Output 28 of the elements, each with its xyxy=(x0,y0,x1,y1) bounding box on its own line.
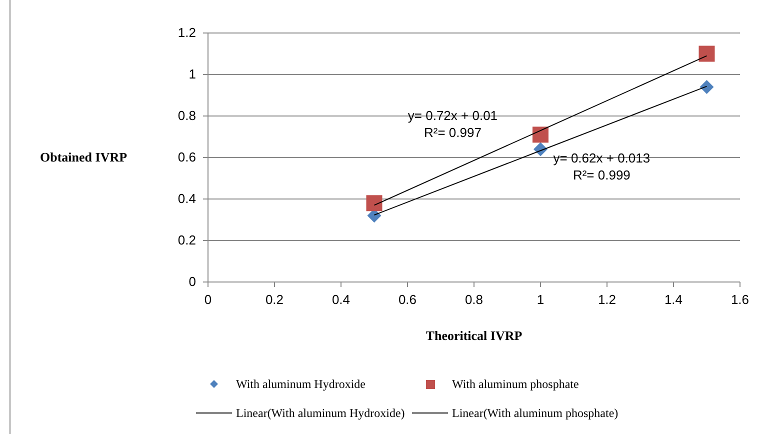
y-tick-label: 0.4 xyxy=(178,191,196,206)
point xyxy=(532,126,548,143)
legend-label: With aluminum phosphate xyxy=(452,377,579,391)
y-axis-title: Obtained IVRP xyxy=(40,150,128,164)
annotation: y= 0.72x + 0.01 R²= 0.997 xyxy=(408,108,498,140)
y-tick-label: 0 xyxy=(188,274,196,289)
y-tick-label: 1.2 xyxy=(178,25,196,40)
x-axis-title: Theoritical IVRP xyxy=(426,328,522,343)
x-tick-label: 1.6 xyxy=(730,292,750,307)
y-tick-label: 0.6 xyxy=(178,150,196,164)
y-tick-label: 0.2 xyxy=(178,232,196,248)
y-tick-label: 1 xyxy=(188,66,196,82)
point xyxy=(700,80,714,94)
x-tick-label: 0.8 xyxy=(464,292,484,307)
x-tick-label: 0.2 xyxy=(265,292,284,307)
x-tick-label: 1.2 xyxy=(598,292,616,307)
x-tick-label: 0.6 xyxy=(398,292,417,307)
x-tick-label: 0.4 xyxy=(332,292,350,307)
point xyxy=(698,46,715,62)
x-tick-label: 1.4 xyxy=(664,292,683,307)
x-tick-label: 1 xyxy=(536,292,544,307)
annotation: y= 0.62x + 0.013 R²= 0.999 xyxy=(553,150,650,182)
legend-label: With aluminum Hydroxide xyxy=(236,377,366,391)
legend-label: Linear(With aluminum Hydroxide) xyxy=(236,406,405,420)
y-tick-label: 0.8 xyxy=(178,108,196,123)
point xyxy=(366,195,382,212)
x-tick-label: 0 xyxy=(204,292,212,307)
legend-label: Linear(With aluminum phosphate) xyxy=(452,406,618,420)
